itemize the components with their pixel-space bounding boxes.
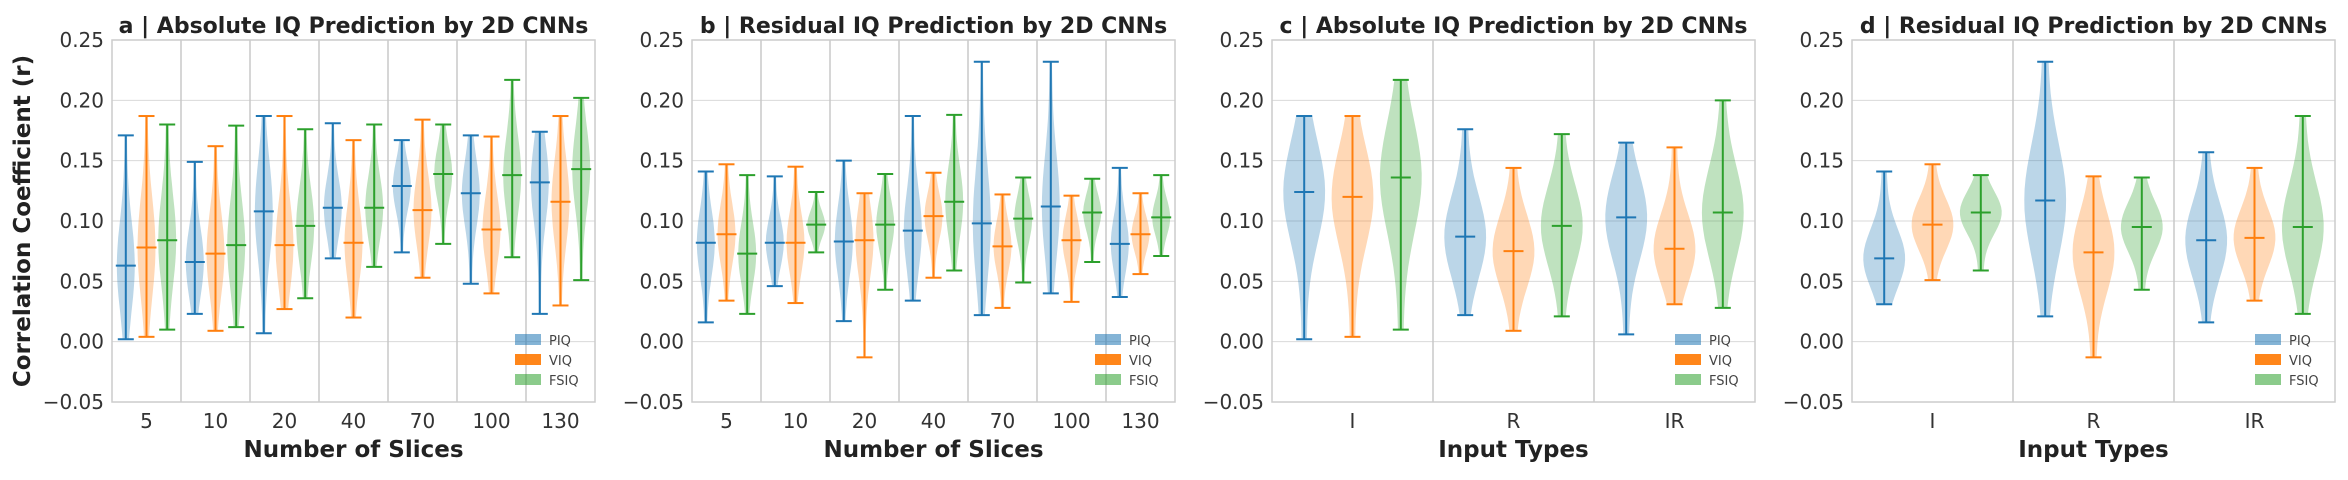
- y-tick-label: 0.25: [639, 28, 684, 52]
- x-tick-label: IR: [2245, 409, 2265, 433]
- x-tick-label: 40: [921, 409, 946, 433]
- y-tick-label: 0.20: [1219, 88, 1264, 112]
- x-axis-label: Input Types: [1438, 437, 1588, 463]
- legend-swatch-piq: [2255, 334, 2281, 345]
- x-axis-label: Number of Slices: [243, 437, 463, 463]
- y-tick-label: 0.05: [1219, 269, 1264, 293]
- y-tick-label: 0.15: [639, 149, 684, 173]
- x-tick-label: 100: [1052, 409, 1090, 433]
- legend-label-piq: PIQ: [2289, 334, 2311, 349]
- legend-swatch-viq: [1675, 354, 1701, 365]
- x-tick-label: 130: [1121, 409, 1159, 433]
- legend-swatch-fsiq: [1675, 374, 1701, 385]
- y-tick-label: 0.25: [1799, 28, 1844, 52]
- panel-title: c | Absolute IQ Prediction by 2D CNNs: [1280, 14, 1748, 39]
- y-tick-label: −0.05: [43, 390, 104, 414]
- y-tick-label: 0.05: [59, 269, 104, 293]
- y-tick-label: 0.15: [1799, 149, 1844, 173]
- panel-b: −0.05 0.00 0.05 0.10 0.15 0.20 0.25 5 10 20 40 70 10…: [623, 14, 1176, 463]
- y-tick-label: 0.10: [59, 209, 104, 233]
- x-tick-label: 70: [410, 409, 435, 433]
- y-tick-label: 0.00: [59, 330, 104, 354]
- y-tick-label: 0.15: [59, 149, 104, 173]
- legend-label-fsiq: FSIQ: [1709, 374, 1739, 389]
- legend-label-piq: PIQ: [1129, 334, 1151, 349]
- y-tick-label: 0.00: [1219, 330, 1264, 354]
- panel-a: −0.05 0.00 0.05 0.10 0.15 0.20 0.25 5 10 20 40 70 10…: [43, 14, 596, 463]
- legend-swatch-piq: [1675, 334, 1701, 345]
- y-axis-label: Correlation Coefficient (r): [10, 55, 36, 387]
- y-tick-label: 0.00: [639, 330, 684, 354]
- legend-label-viq: VIQ: [1129, 354, 1152, 369]
- y-tick-label: 0.15: [1219, 149, 1264, 173]
- panel-c: −0.050.000.050.100.150.200.25I R IRc | Abs…: [1203, 14, 1756, 463]
- plot-frame: [691, 39, 1176, 403]
- y-tick-label: −0.05: [1203, 390, 1264, 414]
- legend-swatch-piq: [515, 334, 541, 345]
- legend-swatch-viq: [515, 354, 541, 365]
- legend-label-piq: PIQ: [1709, 334, 1731, 349]
- legend-label-viq: VIQ: [1709, 354, 1732, 369]
- x-axis-label: Input Types: [2018, 437, 2168, 463]
- x-tick-label: 70: [990, 409, 1015, 433]
- legend-label-viq: VIQ: [549, 354, 572, 369]
- legend-swatch-viq: [1095, 354, 1121, 365]
- y-tick-label: 0.25: [1219, 28, 1264, 52]
- x-tick-label: 20: [272, 409, 297, 433]
- legend-swatch-piq: [1095, 334, 1121, 345]
- panel-title: d | Residual IQ Prediction by 2D CNNs: [1860, 14, 2327, 39]
- x-tick-label: 20: [852, 409, 877, 433]
- y-tick-label: 0.10: [1799, 209, 1844, 233]
- y-tick-label: 0.25: [59, 28, 104, 52]
- x-tick-label: 100: [472, 409, 510, 433]
- plot-frame: [1851, 39, 2336, 403]
- x-tick-label: 10: [783, 409, 808, 433]
- y-tick-label: 0.05: [1799, 269, 1844, 293]
- y-tick-label: −0.05: [623, 390, 684, 414]
- legend-swatch-viq: [2255, 354, 2281, 365]
- x-tick-label: 40: [341, 409, 366, 433]
- x-tick-label: 130: [541, 409, 579, 433]
- legend-swatch-fsiq: [515, 374, 541, 385]
- legend-label-piq: PIQ: [549, 334, 571, 349]
- legend-label-fsiq: FSIQ: [1129, 374, 1159, 389]
- x-tick-label: R: [2087, 409, 2101, 433]
- x-tick-label: 5: [720, 409, 733, 433]
- y-tick-label: 0.00: [1799, 330, 1844, 354]
- x-tick-label: I: [1930, 409, 1936, 433]
- x-tick-label: 5: [140, 409, 153, 433]
- y-tick-label: 0.10: [639, 209, 684, 233]
- x-tick-label: R: [1507, 409, 1521, 433]
- x-tick-label: I: [1350, 409, 1356, 433]
- panel-title: b | Residual IQ Prediction by 2D CNNs: [700, 14, 1167, 39]
- panel-title: a | Absolute IQ Prediction by 2D CNNs: [119, 14, 589, 39]
- y-tick-label: 0.05: [639, 269, 684, 293]
- y-tick-label: 0.20: [59, 88, 104, 112]
- legend-swatch-fsiq: [2255, 374, 2281, 385]
- legend-label-fsiq: FSIQ: [2289, 374, 2319, 389]
- x-tick-label: 10: [203, 409, 228, 433]
- legend-label-fsiq: FSIQ: [549, 374, 579, 389]
- x-tick-label: IR: [1665, 409, 1685, 433]
- y-tick-label: −0.05: [1783, 390, 1844, 414]
- y-tick-label: 0.10: [1219, 209, 1264, 233]
- legend-swatch-fsiq: [1095, 374, 1121, 385]
- plot-frame: [111, 39, 596, 403]
- x-axis-label: Number of Slices: [823, 437, 1043, 463]
- panel-d: −0.050.000.050.100.150.200.25I R IRd | Res…: [1783, 14, 2336, 463]
- y-tick-label: 0.20: [1799, 88, 1844, 112]
- legend-label-viq: VIQ: [2289, 354, 2312, 369]
- y-tick-label: 0.20: [639, 88, 684, 112]
- plot-frame: [1271, 39, 1756, 403]
